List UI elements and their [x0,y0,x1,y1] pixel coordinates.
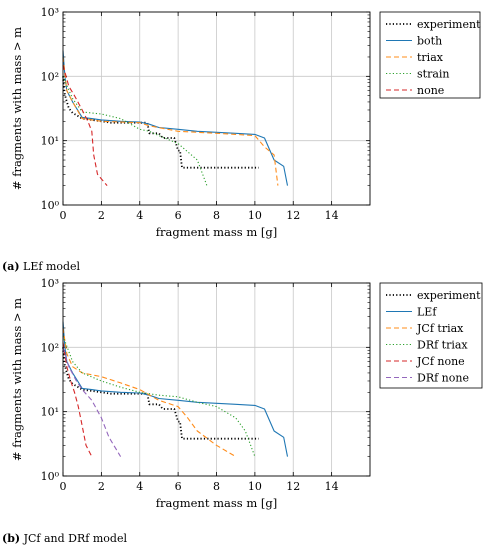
chart-1: 0 2 4 6 8 10 12 14 10⁰ 10¹ 10² 10³ fragment mass m [… [10,277,483,510]
legend-label: triax [417,51,444,64]
plot-frame [62,282,371,477]
series-line-none [62,64,108,186]
tick-label-y: 10¹ [41,406,59,419]
tick-label-x: 12 [286,209,300,222]
tick-label-y: 10³ [41,6,59,19]
legend-label: LEf [417,306,437,319]
legend-box [379,282,483,389]
tick-label-x: 12 [286,480,300,493]
series-line-jcf-triax [62,327,236,458]
tick-label-x: 2 [98,209,105,222]
caption-b-letter: (b) [2,532,21,545]
tick-label-x: 10 [248,480,262,493]
tick-label-x: 2 [98,480,105,493]
caption-b: (b) JCf and DRf model [2,532,127,545]
tick-label-y: 10⁰ [41,199,60,212]
series-line-drf-none [62,347,122,457]
legend-label: strain [417,68,449,81]
tick-label-x: 6 [175,209,182,222]
legend-label: JCf none [416,355,465,368]
legend: experiment LEf JCf triax DRf triax JCf none D… [379,282,483,389]
plot-frame [62,11,371,206]
tick-label-x: 4 [136,209,143,222]
legend-label: DRf none [417,372,469,385]
tick-label-x: 14 [325,480,339,493]
legend-label: experiment [417,18,481,31]
series-line-strain [62,76,208,186]
tick-label-y: 10¹ [41,135,59,148]
tick-label-x: 0 [60,480,67,493]
series-line-triax [62,56,279,186]
caption-a-text: LEf model [23,260,81,273]
tick-label-x: 8 [213,209,220,222]
tick-label-x: 8 [213,480,220,493]
series-line-both [62,50,289,186]
series-line-drf-triax [62,335,256,457]
legend-label: DRf triax [417,339,468,352]
tick-label-x: 6 [175,480,182,493]
tick-label-x: 0 [60,209,67,222]
series-line-experiment [62,76,259,169]
caption-a: (a) LEf model [2,260,80,273]
tick-label-x: 4 [136,480,143,493]
legend-label: experiment [417,289,481,302]
legend-label: none [417,84,444,97]
legend-box [379,11,481,99]
caption-b-text: JCf and DRf model [23,532,127,545]
y-axis-label: # fragments with mass > m [10,27,24,190]
tick-label-x: 10 [248,209,262,222]
caption-a-letter: (a) [2,260,20,273]
chart-0: 0 2 4 6 8 10 12 14 10⁰ 10¹ 10² 10³ fragment mass m [… [10,6,481,239]
series-line-jcf-none [62,342,93,457]
legend-label: JCf triax [416,322,464,335]
tick-label-y: 10² [41,70,59,83]
x-axis-label: fragment mass m [g] [156,496,277,510]
tick-label-x: 14 [325,209,339,222]
x-axis-label: fragment mass m [g] [156,225,277,239]
tick-label-y: 10² [41,341,59,354]
series-line-experiment [62,347,259,440]
y-axis-label: # fragments with mass > m [10,298,24,461]
tick-label-y: 10³ [41,277,59,290]
legend-label: both [417,35,442,48]
tick-label-y: 10⁰ [41,470,60,483]
series-line-lef [62,321,289,457]
legend: experiment both triax strain none [379,11,481,99]
